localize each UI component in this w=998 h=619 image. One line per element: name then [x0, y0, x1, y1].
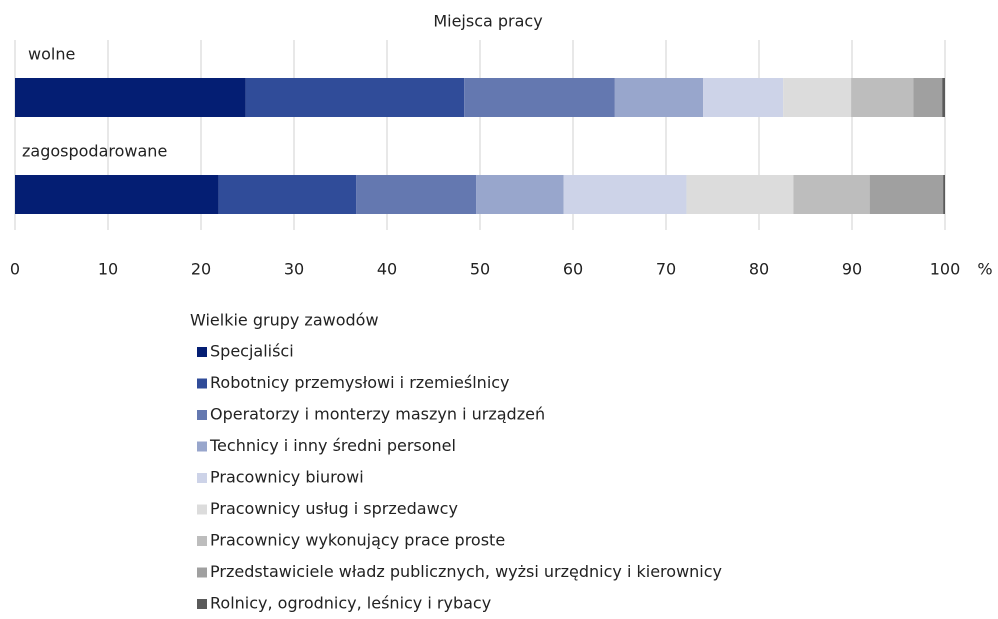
chart-title: Miejsca pracy [433, 12, 542, 31]
x-axis-label: % [977, 260, 992, 279]
legend-label: Robotnicy przemysłowi i rzemieślnicy [210, 373, 510, 392]
x-tick-label: 90 [842, 260, 862, 279]
bar-segment [703, 78, 784, 117]
bar-segment [851, 78, 914, 117]
bar-segment [15, 175, 219, 214]
legend-label: Pracownicy usług i sprzedawcy [210, 499, 458, 518]
legend-swatch [197, 378, 207, 389]
bar-segment [476, 175, 564, 214]
category-label: zagospodarowane [22, 142, 167, 161]
x-tick-label: 60 [563, 260, 583, 279]
legend-label: Operatorzy i monterzy maszyn i urządzeń [210, 405, 545, 424]
legend-label: Technicy i inny średni personel [209, 436, 456, 455]
x-tick-label: 100 [930, 260, 961, 279]
x-tick-label: 30 [284, 260, 304, 279]
bar-segment [563, 175, 687, 214]
x-tick-label: 50 [470, 260, 490, 279]
legend-label: Rolnicy, ogrodnicy, leśnicy i rybacy [210, 594, 491, 613]
bar-segment [245, 78, 465, 117]
bar-segment [218, 175, 357, 214]
bar-segment [356, 175, 477, 214]
legend-swatch [197, 599, 207, 609]
legend-swatch [197, 410, 207, 420]
bar-segment [783, 78, 852, 117]
bar-segment [913, 78, 943, 117]
legend-swatch [197, 504, 207, 515]
x-tick-label: 20 [191, 260, 211, 279]
legend-swatch [197, 536, 207, 546]
bar-segment [614, 78, 704, 117]
legend-swatch [197, 473, 207, 483]
legend-label: Pracownicy wykonujący prace proste [210, 531, 505, 550]
x-tick-label: 70 [656, 260, 676, 279]
legend-swatch [197, 567, 207, 578]
x-tick-label: 80 [749, 260, 769, 279]
x-tick-label: 10 [98, 260, 118, 279]
bar-segment [686, 175, 794, 214]
legend-label: Pracownicy biurowi [210, 468, 364, 487]
bar-segment [15, 78, 246, 117]
legend-title: Wielkie grupy zawodów [190, 311, 379, 330]
category-label: wolne [28, 45, 75, 64]
bar-segment [869, 175, 944, 214]
x-tick-label: 0 [10, 260, 20, 279]
bar-segment [793, 175, 870, 214]
legend-swatch [197, 441, 207, 452]
legend-swatch [197, 347, 207, 357]
bar-segment [942, 78, 945, 117]
bar-segment [943, 175, 945, 214]
bar-segment [464, 78, 615, 117]
legend-label: Przedstawiciele władz publicznych, wyżsi… [210, 562, 722, 581]
x-tick-label: 40 [377, 260, 397, 279]
legend-label: Specjaliści [210, 342, 294, 361]
